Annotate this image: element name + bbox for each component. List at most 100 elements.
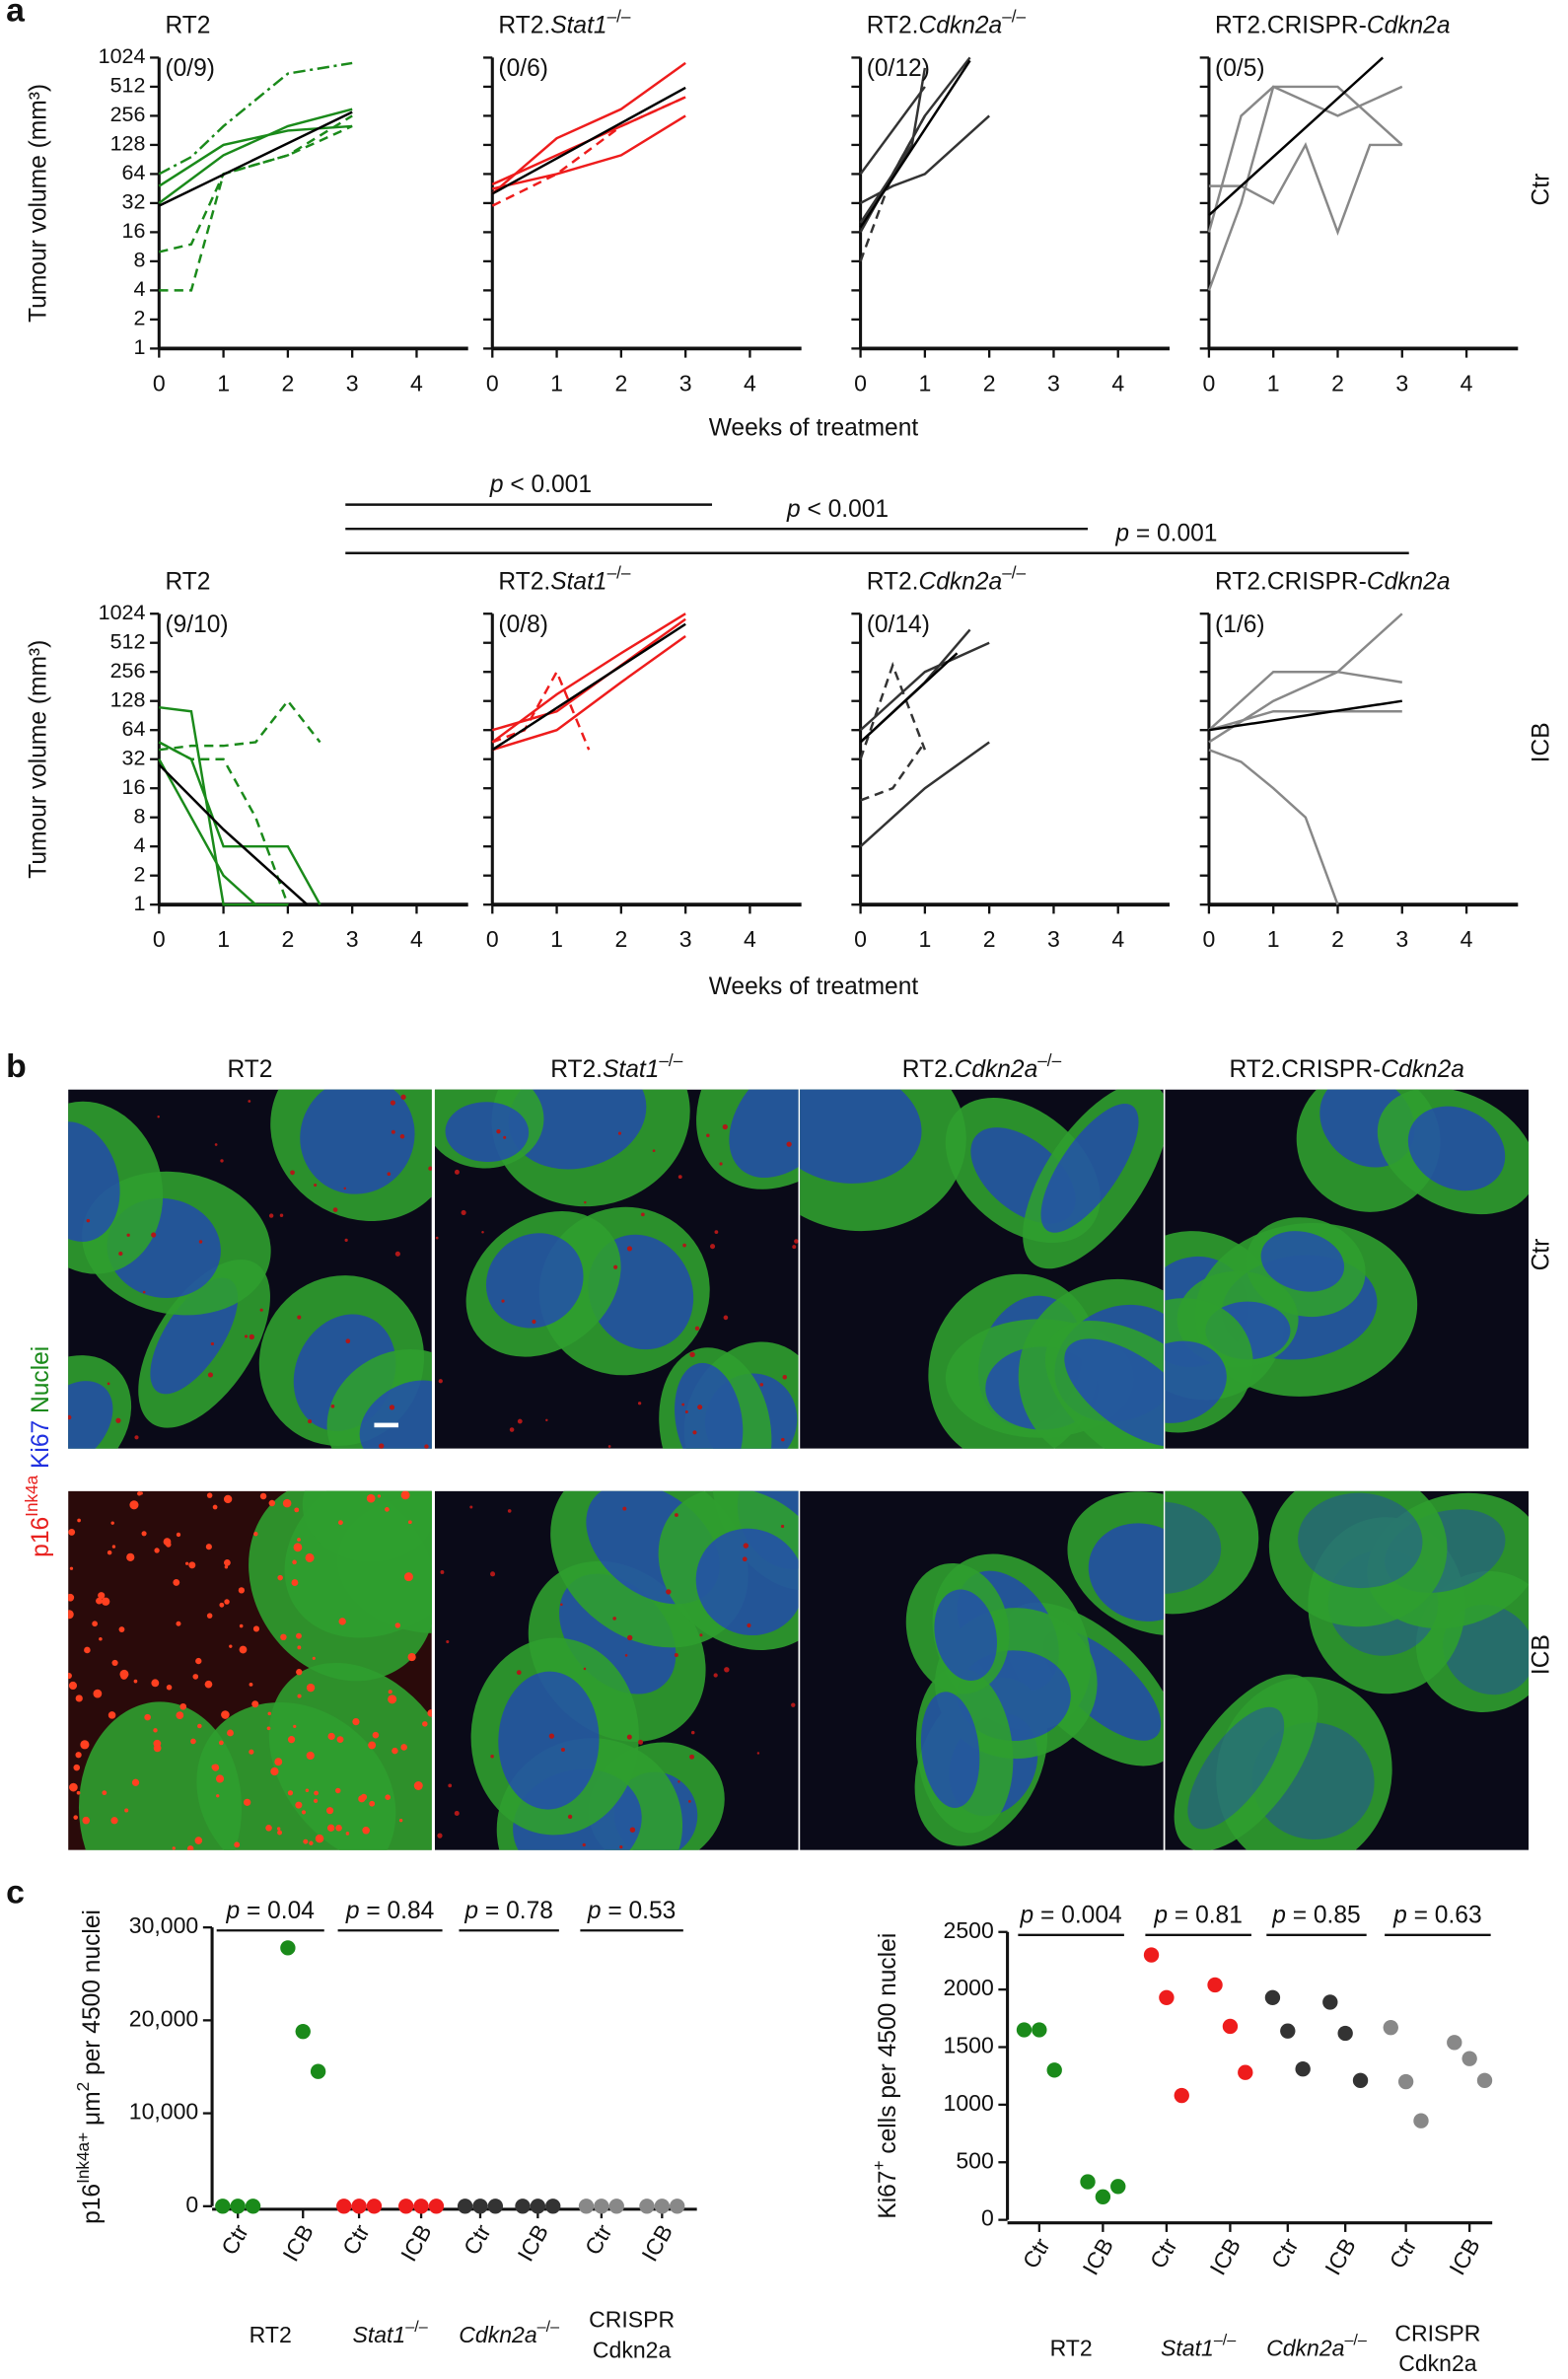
micrograph-inner xyxy=(800,1490,1164,1850)
p-value: p = 0.81 xyxy=(1153,1903,1242,1929)
image-speck xyxy=(369,1800,376,1807)
image-speck xyxy=(277,1574,283,1581)
image-speck xyxy=(687,1799,691,1803)
text-segment: RT2. xyxy=(902,1057,955,1084)
p-value: p = 0.84 xyxy=(345,1898,434,1924)
image-speck xyxy=(73,1815,79,1820)
data-line xyxy=(859,741,990,848)
x-tick-label: 4 xyxy=(1111,370,1124,396)
data-line xyxy=(491,613,686,744)
image-blob xyxy=(1040,1103,1139,1233)
image-speck xyxy=(124,1808,129,1813)
image-blob xyxy=(920,1692,980,1808)
image-speck xyxy=(448,1783,453,1788)
image-speck xyxy=(249,1334,254,1340)
data-line xyxy=(158,741,321,905)
data-point xyxy=(1280,2023,1296,2039)
comparison-p-value: p < 0.001 xyxy=(489,472,592,499)
micrograph xyxy=(1165,1490,1530,1850)
image-speck xyxy=(229,1644,233,1648)
x-tick-label: ICB xyxy=(277,2220,319,2266)
image-blob xyxy=(729,1089,799,1179)
image-blob xyxy=(508,1089,647,1170)
x-tick-label: 3 xyxy=(346,370,359,396)
image-speck xyxy=(239,1645,248,1654)
x-tick-label: 2 xyxy=(983,370,996,396)
image-speck xyxy=(392,1747,398,1755)
text-segment: < 0.001 xyxy=(504,472,592,499)
image-speck xyxy=(110,1817,118,1825)
x-tick-label: 1 xyxy=(1267,926,1280,952)
data-point xyxy=(1447,2035,1462,2051)
image-speck xyxy=(280,1633,287,1641)
image-speck xyxy=(309,1840,314,1845)
data-line xyxy=(860,114,990,204)
x-tick-label: Ctr xyxy=(1018,2233,1055,2272)
image-speck xyxy=(107,1711,116,1719)
image-speck xyxy=(677,1175,682,1180)
x-tick-label: 1 xyxy=(1267,370,1280,396)
image-speck xyxy=(391,1129,395,1134)
image-speck xyxy=(689,1351,695,1358)
image-speck xyxy=(68,1610,74,1620)
image-speck xyxy=(118,1626,125,1632)
group-label: Cdkn2a xyxy=(593,2337,672,2362)
image-speck xyxy=(294,1507,300,1513)
data-line xyxy=(859,661,927,760)
group-label: Cdkn2a–/– xyxy=(459,2318,559,2347)
image-speck xyxy=(248,1100,251,1103)
image-speck xyxy=(781,1437,785,1442)
image-speck xyxy=(77,1518,81,1523)
data-line xyxy=(158,124,353,187)
image-speck xyxy=(413,1781,423,1790)
y-tick-label: 0 xyxy=(981,2205,994,2231)
image-speck xyxy=(252,1625,260,1632)
image-speck xyxy=(227,1729,234,1737)
text-segment: RT2 xyxy=(165,569,210,596)
image-speck xyxy=(268,1499,276,1507)
data-point xyxy=(530,2199,546,2214)
image-speck xyxy=(211,1764,217,1770)
image-speck xyxy=(388,1694,397,1704)
image-speck xyxy=(296,1632,302,1639)
image-speck xyxy=(794,1239,799,1244)
text-segment: per 4500 nuclei xyxy=(80,1910,107,2082)
image-speck xyxy=(689,1754,695,1760)
x-tick-label: 3 xyxy=(1395,370,1408,396)
image-speck xyxy=(215,1774,225,1783)
image-speck xyxy=(560,1748,565,1752)
data-line xyxy=(1207,85,1403,233)
image-speck xyxy=(394,1251,400,1257)
x-tick-label: 1 xyxy=(550,926,563,952)
image-blob xyxy=(1407,1106,1506,1191)
data-line xyxy=(491,634,686,752)
text-segment: p xyxy=(587,1898,602,1924)
image-blob xyxy=(1268,1490,1448,1627)
data-point xyxy=(1080,2174,1096,2190)
image-speck xyxy=(437,1833,443,1838)
x-tick-label: 0 xyxy=(486,370,499,396)
image-speck xyxy=(86,1218,91,1223)
x-tick-label: 1 xyxy=(217,370,230,396)
column-label: RT2.CRISPR-Cdkn2a xyxy=(1229,1057,1463,1084)
data-line xyxy=(159,124,353,253)
micrograph xyxy=(68,1089,432,1449)
image-speck xyxy=(756,1752,760,1755)
image-speck xyxy=(142,1290,146,1294)
image-blob xyxy=(302,1490,432,1562)
image-speck xyxy=(198,1240,203,1244)
x-tick-label: Ctr xyxy=(1145,2233,1182,2272)
image-speck xyxy=(179,1702,187,1710)
text-segment: Cdkn2a xyxy=(1367,13,1451,39)
chart-subtitle: (0/6) xyxy=(498,55,548,82)
image-blob xyxy=(1088,1523,1164,1622)
image-speck xyxy=(274,1758,283,1766)
data-point xyxy=(487,2199,504,2214)
image-speck xyxy=(326,1824,335,1832)
x-tick-label: 3 xyxy=(346,926,359,952)
comparison-p-value: p < 0.001 xyxy=(786,496,889,523)
text-segment: RT2. xyxy=(550,1057,603,1084)
image-speck xyxy=(118,1251,123,1257)
image-speck xyxy=(251,1700,259,1708)
data-point xyxy=(280,1940,296,1956)
